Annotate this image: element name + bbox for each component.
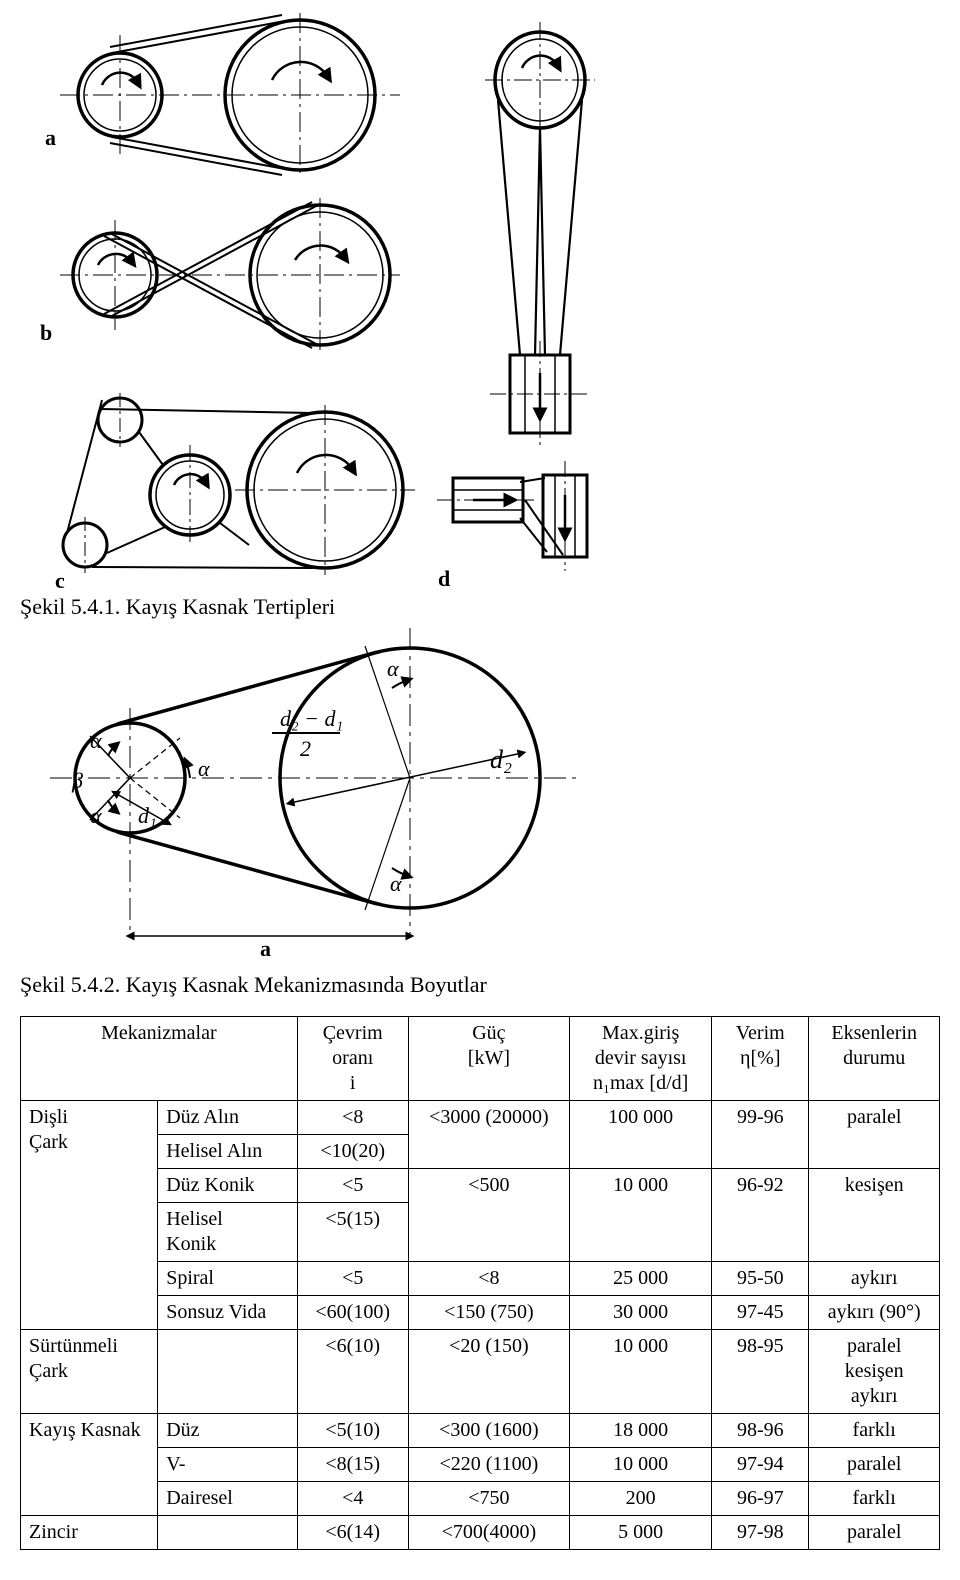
cell: 5 000 xyxy=(570,1516,712,1550)
cell: Düz Konik xyxy=(158,1169,298,1203)
cell xyxy=(158,1330,298,1414)
cell: 97-98 xyxy=(712,1516,809,1550)
cell: <60(100) xyxy=(297,1296,408,1330)
cell: 96-92 xyxy=(712,1169,809,1262)
fig542-d2: d₂ xyxy=(490,745,512,774)
fig542-alpha-tl: α xyxy=(90,728,102,753)
cell: V- xyxy=(158,1448,298,1482)
cell: paralelkesişenaykırı xyxy=(809,1330,940,1414)
table-row: DişliÇark Düz Alın <8 <3000 (20000) 100 … xyxy=(21,1101,940,1135)
cell: <8 xyxy=(297,1101,408,1135)
cell: aykırı xyxy=(809,1262,940,1296)
cell: <5 xyxy=(297,1262,408,1296)
cell: <220 (1100) xyxy=(408,1448,569,1482)
fig542-frac-top: d₂ − d₁ xyxy=(280,706,343,731)
fig541-label-c: c xyxy=(55,568,65,594)
fig542-alpha-tr: α xyxy=(387,656,399,681)
group-friction: SürtünmeliÇark xyxy=(21,1330,158,1414)
cell: 95-50 xyxy=(712,1262,809,1296)
cell: Sonsuz Vida xyxy=(158,1296,298,1330)
cell: 30 000 xyxy=(570,1296,712,1330)
figure-541-caption: Şekil 5.4.1. Kayış Kasnak Tertipleri xyxy=(20,594,940,620)
mechanisms-table: Mekanizmalar Çevrimoranıi Güç[kW] Max.gi… xyxy=(20,1016,940,1550)
cell: <500 xyxy=(408,1169,569,1262)
cell: paralel xyxy=(809,1516,940,1550)
cell: 97-94 xyxy=(712,1448,809,1482)
table-row: Zincir <6(14) <700(4000) 5 000 97-98 par… xyxy=(21,1516,940,1550)
cell: Düz Alın xyxy=(158,1101,298,1135)
cell: <6(14) xyxy=(297,1516,408,1550)
cell: paralel xyxy=(809,1448,940,1482)
table-row: Düz Konik <5 <500 10 000 96-92 kesişen xyxy=(21,1169,940,1203)
fig542-a: a xyxy=(260,936,271,961)
cell: 99-96 xyxy=(712,1101,809,1169)
fig541-label-d: d xyxy=(438,566,450,592)
cell: farklı xyxy=(809,1482,940,1516)
figure-542-container: α α β α α α d₁ d₂ d₂ − d₁ 2 a xyxy=(20,628,940,968)
group-gear: DişliÇark xyxy=(21,1101,158,1330)
th-mech: Mekanizmalar xyxy=(21,1017,298,1101)
cell: <10(20) xyxy=(297,1135,408,1169)
cell: <750 xyxy=(408,1482,569,1516)
cell: 96-97 xyxy=(712,1482,809,1516)
cell: Spiral xyxy=(158,1262,298,1296)
cell: kesişen xyxy=(809,1169,940,1262)
cell: <8 xyxy=(408,1262,569,1296)
cell: 200 xyxy=(570,1482,712,1516)
cell: <700(4000) xyxy=(408,1516,569,1550)
table-row: Kayış Kasnak Düz <5(10) <300 (1600) 18 0… xyxy=(21,1414,940,1448)
cell: 10 000 xyxy=(570,1448,712,1482)
cell: <8(15) xyxy=(297,1448,408,1482)
cell: 10 000 xyxy=(570,1169,712,1262)
table-row: Dairesel <4 <750 200 96-97 farklı xyxy=(21,1482,940,1516)
table-row: Sonsuz Vida <60(100) <150 (750) 30 000 9… xyxy=(21,1296,940,1330)
table-row: SürtünmeliÇark <6(10) <20 (150) 10 000 9… xyxy=(21,1330,940,1414)
fig542-alpha-bl: α xyxy=(90,803,102,828)
table-row: V- <8(15) <220 (1100) 10 000 97-94 paral… xyxy=(21,1448,940,1482)
fig541-label-a: a xyxy=(45,125,56,151)
cell: 25 000 xyxy=(570,1262,712,1296)
figure-542-svg: α α β α α α d₁ d₂ d₂ − d₁ 2 a xyxy=(20,628,640,968)
cell: Düz xyxy=(158,1414,298,1448)
cell: 100 000 xyxy=(570,1101,712,1169)
table-header-row: Mekanizmalar Çevrimoranıi Güç[kW] Max.gi… xyxy=(21,1017,940,1101)
cell: <4 xyxy=(297,1482,408,1516)
cell: aykırı (90°) xyxy=(809,1296,940,1330)
th-axes: Eksenlerindurumu xyxy=(809,1017,940,1101)
cell: 97-45 xyxy=(712,1296,809,1330)
cell: <20 (150) xyxy=(408,1330,569,1414)
fig542-alpha-mid: α xyxy=(198,756,210,781)
group-chain: Zincir xyxy=(21,1516,158,1550)
cell: 10 000 xyxy=(570,1330,712,1414)
cell: 18 000 xyxy=(570,1414,712,1448)
cell: <5 xyxy=(297,1169,408,1203)
cell: <5(10) xyxy=(297,1414,408,1448)
cell: HeliselKonik xyxy=(158,1203,298,1262)
cell: Helisel Alın xyxy=(158,1135,298,1169)
th-ratio: Çevrimoranıi xyxy=(297,1017,408,1101)
cell: <300 (1600) xyxy=(408,1414,569,1448)
cell xyxy=(158,1516,298,1550)
table-row: Spiral <5 <8 25 000 95-50 aykırı xyxy=(21,1262,940,1296)
th-eff: Verimη[%] xyxy=(712,1017,809,1101)
figure-542-caption: Şekil 5.4.2. Kayış Kasnak Mekanizmasında… xyxy=(20,972,940,998)
figure-541-container: a b c d xyxy=(20,10,940,590)
cell: farklı xyxy=(809,1414,940,1448)
cell: Dairesel xyxy=(158,1482,298,1516)
fig542-alpha-br: α xyxy=(390,871,402,896)
group-belt: Kayış Kasnak xyxy=(21,1414,158,1516)
cell: <6(10) xyxy=(297,1330,408,1414)
cell: paralel xyxy=(809,1101,940,1169)
fig541-label-b: b xyxy=(40,320,52,346)
cell: 98-96 xyxy=(712,1414,809,1448)
cell: 98-95 xyxy=(712,1330,809,1414)
fig542-d1: d₁ xyxy=(138,803,157,828)
fig542-beta: β xyxy=(71,768,83,793)
th-rpm: Max.girişdevir sayısın₁max [d/d] xyxy=(570,1017,712,1101)
th-power: Güç[kW] xyxy=(408,1017,569,1101)
cell: <5(15) xyxy=(297,1203,408,1262)
cell: <150 (750) xyxy=(408,1296,569,1330)
cell: <3000 (20000) xyxy=(408,1101,569,1169)
fig542-frac-bot: 2 xyxy=(300,736,311,761)
